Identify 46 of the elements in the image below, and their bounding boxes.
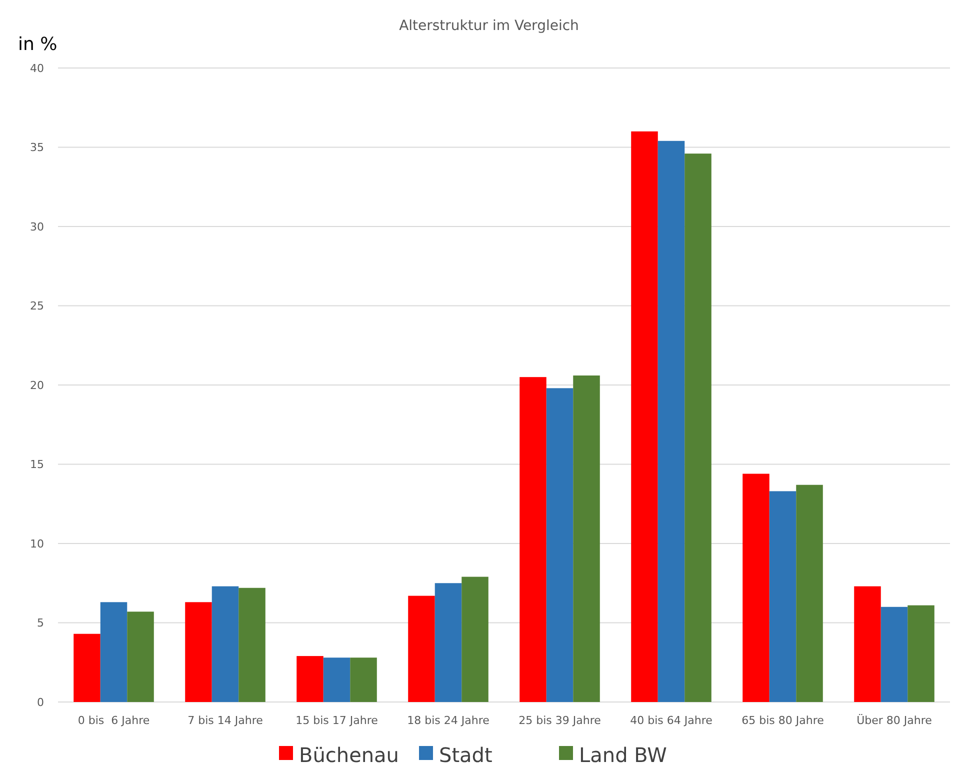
y-tick-label: 30 — [30, 220, 44, 234]
bar — [238, 588, 266, 702]
bar — [742, 474, 770, 702]
chart-title: Alterstruktur im Vergleich — [399, 18, 579, 34]
x-tick-label: 15 bis 17 Jahre — [296, 714, 378, 727]
bar — [631, 131, 658, 702]
y-tick-label: 40 — [30, 62, 44, 75]
x-tick-label: 18 bis 24 Jahre — [407, 714, 490, 727]
y-tick-label: 35 — [30, 141, 44, 154]
x-tick-label: 7 bis 14 Jahre — [188, 714, 264, 727]
y-tick-label: 10 — [30, 537, 44, 550]
y-tick-label: 25 — [30, 300, 44, 313]
bar — [769, 491, 796, 702]
bar — [854, 586, 881, 702]
bar — [185, 602, 212, 702]
bar — [100, 602, 128, 702]
y-tick-label: 20 — [30, 378, 44, 392]
bar — [796, 484, 823, 702]
legend-label: Stadt — [439, 743, 492, 767]
bar — [296, 656, 324, 702]
bar — [434, 583, 462, 702]
bar — [573, 375, 600, 702]
bar — [658, 140, 685, 702]
bar — [74, 634, 100, 702]
x-tick-label: 65 bis 80 Jahre — [742, 714, 824, 727]
bar — [127, 612, 154, 702]
bar — [408, 596, 435, 702]
x-tick-label: 40 bis 64 Jahre — [630, 714, 713, 727]
bar — [350, 658, 377, 702]
y-tick-label: 15 — [30, 458, 44, 472]
legend-label: Büchenau — [299, 743, 399, 767]
bar — [212, 586, 239, 702]
bar — [462, 576, 488, 702]
bar — [546, 388, 574, 702]
bar — [323, 658, 350, 702]
bar — [520, 377, 546, 702]
x-tick-label: 0 bis 6 Jahre — [78, 714, 150, 727]
x-tick-label: 25 bis 39 Jahre — [518, 714, 602, 727]
y-tick-label: 5 — [37, 616, 44, 630]
legend-label: Land BW — [579, 743, 668, 767]
bar — [684, 154, 712, 702]
x-tick-label: Über 80 Jahre — [856, 713, 932, 727]
y-axis-title: in % — [18, 34, 58, 55]
bar — [880, 606, 908, 702]
bar — [908, 605, 934, 702]
y-tick-label: 0 — [37, 696, 44, 709]
